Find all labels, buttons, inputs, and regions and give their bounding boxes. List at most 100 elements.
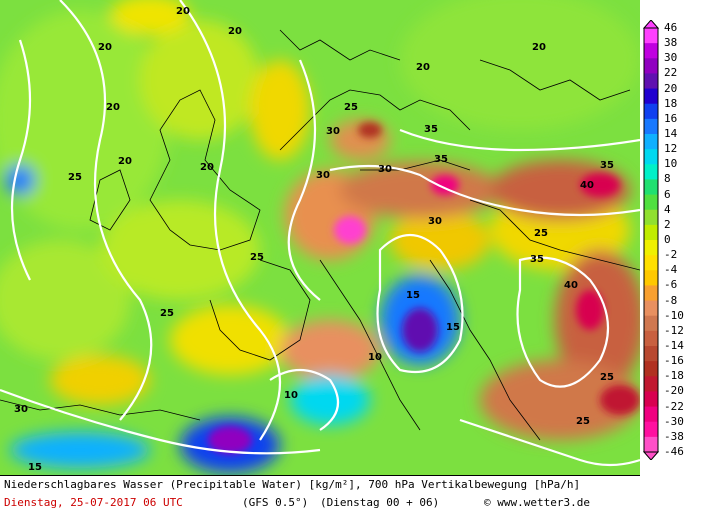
svg-text:25: 25 [344, 102, 358, 113]
svg-text:25: 25 [250, 252, 264, 263]
colorbar-swatch [644, 436, 658, 453]
svg-text:25: 25 [160, 308, 174, 319]
valid-date: Dienstag, 25-07-2017 06 UTC [4, 496, 183, 509]
colorbar-label: -12 [664, 323, 684, 337]
colorbar-label: -30 [664, 414, 684, 428]
colorbar-label: -4 [664, 263, 678, 277]
svg-text:30: 30 [378, 164, 392, 175]
model-run: (Dienstag 00 + 06) [320, 496, 440, 509]
svg-text:30: 30 [14, 404, 28, 415]
coastlines [0, 29, 640, 441]
svg-text:30: 30 [326, 126, 340, 137]
model-name: (GFS 0.5°) [242, 496, 309, 509]
svg-text:35: 35 [434, 154, 448, 165]
colorbar-label: 10 [664, 157, 678, 171]
weather-map: 20 20 20 20 20 20 20 20 25 25 25 25 25 3… [0, 0, 640, 475]
colorbar-swatch [644, 255, 658, 271]
colorbar-swatch [644, 134, 658, 150]
contour-labels: 20 20 20 20 20 20 20 20 25 25 25 25 25 3… [14, 6, 614, 473]
map-title: Niederschlagbares Wasser (Precipitable W… [4, 478, 581, 491]
colorbar-label: 8 [664, 172, 671, 186]
svg-text:20: 20 [176, 6, 190, 17]
colorbar-swatch [644, 118, 658, 135]
colorbar-swatch [644, 406, 658, 423]
svg-text:30: 30 [428, 216, 442, 227]
svg-text:35: 35 [600, 160, 614, 171]
colorbar-label: -10 [664, 308, 684, 322]
colorbar-label: -16 [664, 354, 684, 368]
svg-text:20: 20 [228, 26, 242, 37]
colorbar-label: -18 [664, 369, 684, 383]
colorbar-swatch [644, 361, 658, 377]
svg-text:40: 40 [580, 180, 594, 191]
colorbar-scale [642, 19, 660, 461]
colorbar-label: -14 [664, 339, 684, 352]
colorbar-swatch [644, 164, 658, 180]
colorbar-label: -8 [664, 293, 678, 307]
svg-text:25: 25 [68, 172, 82, 183]
colorbar-swatch [644, 285, 658, 302]
colorbar-swatch [644, 315, 658, 332]
colorbar-swatch [644, 270, 658, 286]
colorbar-label: 0 [664, 233, 671, 246]
svg-text:35: 35 [530, 254, 544, 265]
colorbar-swatch [644, 209, 658, 226]
svg-text:15: 15 [28, 462, 42, 473]
svg-text:20: 20 [98, 42, 112, 53]
colorbar-label: 20 [664, 81, 678, 95]
colorbar-swatch [644, 346, 658, 362]
isolines [0, 0, 640, 467]
colorbar-label: -22 [664, 399, 684, 413]
colorbar-bottom-arrow [642, 451, 660, 461]
svg-text:20: 20 [118, 156, 132, 167]
colorbar-label: 14 [664, 127, 678, 140]
source-credit: © www.wetter3.de [484, 496, 590, 509]
colorbar-label: 6 [664, 187, 671, 201]
svg-text:20: 20 [106, 102, 120, 113]
colorbar-swatch [644, 149, 658, 165]
colorbar-swatch [644, 73, 658, 90]
colorbar-swatch [644, 58, 658, 74]
svg-text:25: 25 [600, 372, 614, 383]
svg-text:20: 20 [532, 42, 546, 53]
colorbar-swatch [644, 391, 658, 408]
svg-text:10: 10 [284, 390, 298, 401]
colorbar-swatch [644, 88, 658, 105]
colorbar-swatch [644, 179, 658, 196]
svg-text:15: 15 [406, 290, 420, 301]
svg-text:35: 35 [424, 124, 438, 135]
colorbar-swatch [644, 103, 658, 120]
colorbar-label: 12 [664, 142, 678, 156]
colorbar-swatch [644, 240, 658, 256]
colorbar-swatch [644, 194, 658, 211]
colorbar-label: 30 [664, 51, 678, 65]
colorbar-swatch [644, 300, 658, 317]
colorbar-swatch [644, 224, 658, 241]
caption: Niederschlagbares Wasser (Precipitable W… [0, 475, 640, 513]
colorbar-label: -46 [664, 445, 684, 458]
colorbar-label: 18 [664, 96, 678, 110]
colorbar-swatch [644, 330, 658, 347]
svg-text:20: 20 [200, 162, 214, 173]
colorbar-label: 46 [664, 21, 678, 34]
svg-text:10: 10 [368, 352, 382, 363]
precip-cores [208, 122, 640, 454]
colorbar-swatch [644, 421, 658, 438]
colorbar-label: 38 [664, 36, 678, 50]
colorbar-label: 2 [664, 217, 671, 231]
colorbar-swatch [644, 28, 658, 44]
colorbar-label: -38 [664, 429, 684, 443]
colorbar-label: -2 [664, 248, 678, 262]
colorbar-top-arrow [642, 19, 660, 29]
svg-text:25: 25 [534, 228, 548, 239]
svg-text:15: 15 [446, 322, 460, 333]
colorbar-swatch [644, 43, 658, 59]
colorbar-label: -20 [664, 384, 684, 398]
colorbar-frame [643, 27, 659, 453]
colorbar-swatch [644, 376, 658, 392]
svg-text:25: 25 [576, 416, 590, 427]
svg-text:40: 40 [564, 280, 578, 291]
svg-text:30: 30 [316, 170, 330, 181]
colorbar-label: 4 [664, 202, 671, 216]
colorbar-label: 22 [664, 66, 678, 80]
